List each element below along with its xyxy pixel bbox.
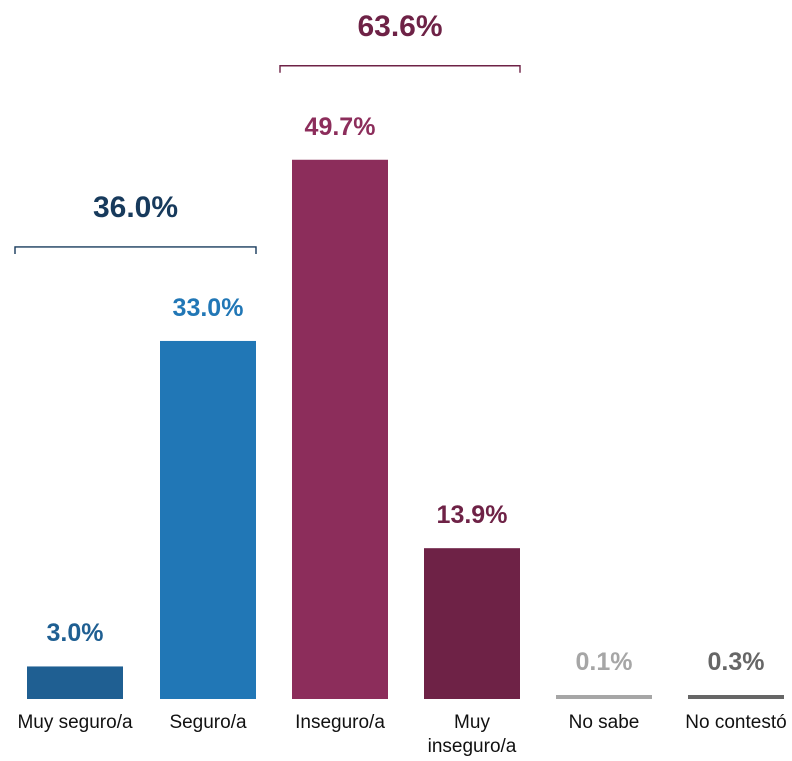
group-total-label: 63.6% [357, 9, 443, 43]
category-label: Inseguro/a [295, 712, 385, 733]
bar-1 [27, 666, 123, 699]
group-total-label: 36.0% [92, 190, 179, 224]
bar-4 [424, 548, 520, 699]
bar-5 [556, 695, 652, 699]
value-label: 0.1% [575, 648, 633, 676]
category-label: No sabe [568, 712, 640, 733]
category-label: Seguro/a [169, 712, 247, 733]
category-label: Muy inseguro/a [427, 712, 517, 757]
group-bracket [279, 65, 521, 73]
category-label: Muy seguro/a [17, 712, 133, 733]
value-label: 0.3% [707, 648, 765, 676]
bar-3 [292, 159, 388, 699]
value-label: 13.9% [436, 501, 508, 530]
group-bracket [14, 246, 257, 254]
value-label: 49.7% [304, 112, 376, 141]
value-label: 33.0% [172, 293, 244, 322]
bar-6 [688, 695, 784, 699]
bar-2 [160, 340, 256, 699]
value-label: 3.0% [46, 619, 104, 648]
category-label: No contestó [685, 712, 787, 733]
